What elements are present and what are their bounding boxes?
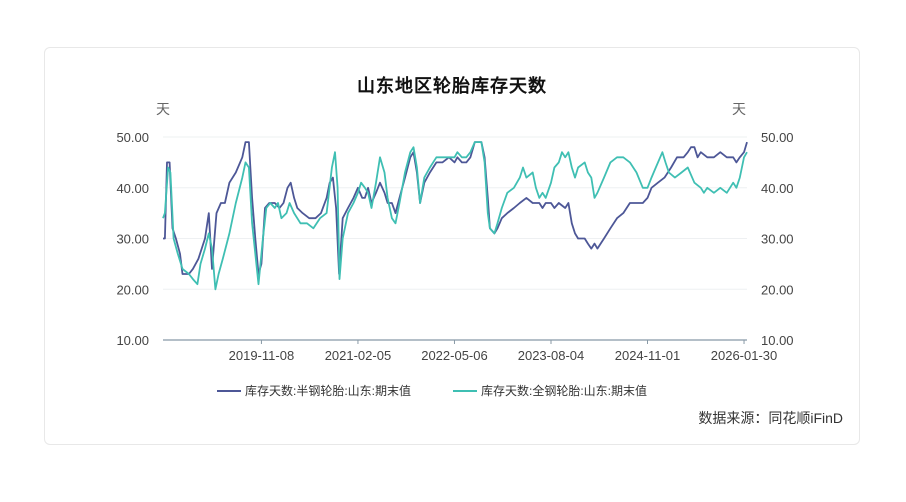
y-unit-left: 天 (156, 101, 170, 117)
x-tick-label: 2019-11-08 (229, 348, 295, 363)
y-unit-right: 天 (732, 101, 746, 117)
legend-item-half-steel[interactable]: 库存天数:半钢轮胎:山东:期末值 (217, 383, 411, 398)
legend-item-all-steel[interactable]: 库存天数:全钢轮胎:山东:期末值 (453, 383, 647, 398)
y-tick-label-left: 50.00 (116, 130, 149, 145)
y-axis-right: 50.00 40.00 30.00 20.00 10.00 (761, 130, 794, 348)
data-source-note: 数据来源：同花顺iFinD (698, 410, 843, 426)
line-chart: 50.00 40.00 30.00 20.00 10.00 50.00 40.00 30.0… (116, 101, 794, 398)
y-tick-label-right: 50.00 (761, 130, 794, 145)
y-tick-label-right: 40.00 (761, 181, 794, 196)
y-tick-label-left: 30.00 (116, 232, 149, 247)
x-tick-label: 2022-05-06 (421, 348, 488, 363)
x-axis: 2019-11-08 2021-02-05 2022-05-06 2023-08-04… (229, 340, 778, 363)
series-line-all-steel (162, 141, 748, 291)
legend: 库存天数:半钢轮胎:山东:期末值 库存天数:全钢轮胎:山东:期末值 (217, 383, 647, 398)
chart-title: 山东地区轮胎库存天数 (357, 76, 547, 96)
x-tick-label: 2021-02-05 (325, 348, 392, 363)
legend-label-all-steel: 库存天数:全钢轮胎:山东:期末值 (481, 383, 647, 398)
y-tick-label-right: 20.00 (761, 282, 794, 297)
y-tick-label-left: 20.00 (116, 282, 149, 297)
y-tick-label-right: 10.00 (761, 333, 794, 348)
grid-lines (163, 136, 747, 290)
x-tick-label: 2023-08-04 (518, 348, 585, 363)
series-line-half-steel (163, 141, 748, 275)
y-axis-left: 50.00 40.00 30.00 20.00 10.00 (116, 130, 149, 348)
legend-label-half-steel: 库存天数:半钢轮胎:山东:期末值 (245, 383, 411, 398)
x-tick-label: 2024-11-01 (615, 348, 681, 363)
chart-card: 山东地区轮胎库存天数 50.00 40.00 30.00 20.00 10.00 50.… (44, 47, 860, 445)
y-tick-label-left: 40.00 (116, 181, 149, 196)
x-tick-label: 2026-01-30 (711, 348, 778, 363)
y-tick-label-right: 30.00 (761, 232, 794, 247)
y-tick-label-left: 10.00 (116, 333, 149, 348)
